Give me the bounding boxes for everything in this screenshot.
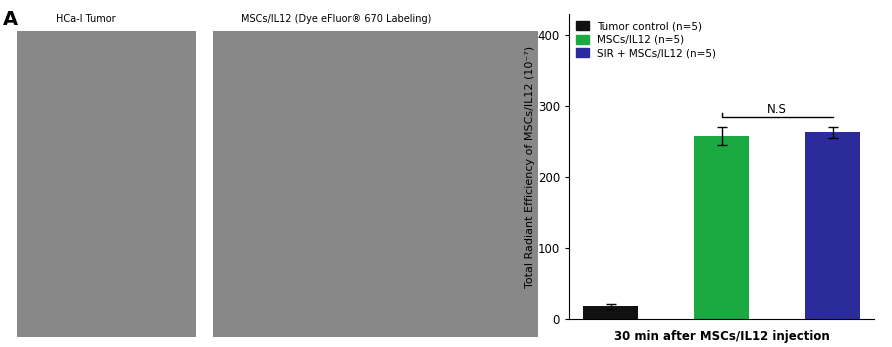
Text: HCa-I Tumor: HCa-I Tumor (56, 14, 116, 24)
Legend: Tumor control (n=5), MSCs/IL12 (n=5), SIR + MSCs/IL12 (n=5): Tumor control (n=5), MSCs/IL12 (n=5), SI… (574, 19, 718, 60)
Bar (583, 306, 639, 319)
Bar (213, 31, 538, 337)
Bar (694, 136, 749, 319)
Y-axis label: Total Radiant Efficiency of MSCs/IL12 (10⁻⁷): Total Radiant Efficiency of MSCs/IL12 (1… (525, 45, 535, 288)
Bar (17, 31, 196, 337)
Text: A: A (3, 10, 18, 29)
Text: MSCs/IL12 (Dye eFluor® 670 Labeling): MSCs/IL12 (Dye eFluor® 670 Labeling) (241, 14, 431, 24)
Bar (805, 133, 860, 319)
Text: N.S: N.S (767, 103, 787, 116)
X-axis label: 30 min after MSCs/IL12 injection: 30 min after MSCs/IL12 injection (614, 330, 830, 342)
